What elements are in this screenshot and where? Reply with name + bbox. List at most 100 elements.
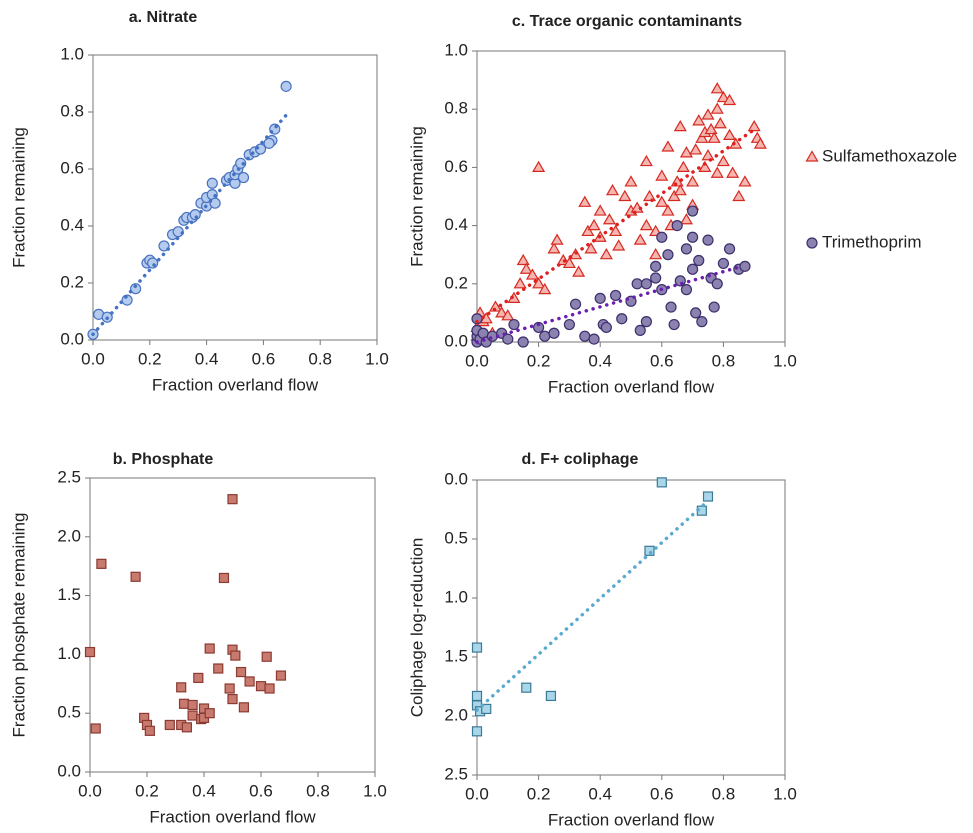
point (668, 318, 680, 331)
point (599, 248, 613, 260)
y-tick-label: 0.5 (444, 528, 468, 547)
point (717, 257, 730, 270)
point (631, 278, 643, 290)
trend-line (475, 501, 707, 712)
point (238, 702, 249, 713)
point (547, 242, 561, 254)
point (633, 233, 647, 245)
point (710, 102, 724, 114)
x-tick-label: 0.8 (306, 781, 330, 800)
point (471, 726, 483, 737)
point (230, 650, 241, 661)
x-tick-label: 0.0 (81, 349, 105, 368)
point (650, 272, 662, 284)
x-axis-label: Fraction overland flow (149, 807, 316, 826)
point (525, 268, 539, 280)
point (538, 282, 552, 295)
point (704, 122, 718, 135)
point (711, 278, 723, 290)
y-tick-label: 1.0 (444, 40, 468, 59)
point (563, 318, 576, 331)
point (280, 80, 292, 92)
point (609, 289, 622, 302)
point (696, 316, 708, 328)
point (723, 243, 736, 255)
point (639, 218, 653, 231)
point (716, 154, 730, 167)
y-tick-label: 0.0 (57, 761, 81, 780)
point (693, 254, 705, 267)
point (667, 189, 681, 202)
point (676, 160, 690, 172)
point (578, 195, 592, 207)
chart-title: d. F+ coliphage (522, 451, 639, 468)
point (521, 682, 532, 693)
point (713, 117, 727, 129)
point (662, 249, 674, 261)
point (471, 690, 483, 702)
point (686, 263, 699, 275)
x-tick-label: 0.4 (588, 351, 612, 370)
x-tick-label: 0.2 (527, 784, 551, 803)
point (562, 256, 576, 269)
point (178, 698, 190, 709)
point (193, 672, 204, 684)
legend-marker (806, 237, 818, 249)
x-tick-label: 0.6 (650, 784, 674, 803)
point (671, 220, 683, 232)
point (665, 301, 677, 313)
point (508, 318, 520, 331)
y-tick-label: 1.5 (57, 585, 81, 604)
legend-label: Trimethoprim (822, 232, 922, 251)
y-tick-label: 0.4 (60, 215, 84, 234)
point (96, 558, 107, 569)
point (624, 175, 638, 187)
point (550, 233, 564, 245)
point (618, 189, 632, 202)
point (739, 260, 751, 272)
point (695, 131, 709, 143)
point (264, 683, 275, 694)
point (716, 90, 730, 103)
point (640, 278, 653, 290)
point (579, 330, 591, 342)
point (495, 306, 509, 318)
point (261, 651, 272, 662)
point (707, 131, 721, 143)
point (642, 189, 657, 202)
plot-frame (476, 479, 786, 776)
point (516, 253, 530, 266)
point (519, 262, 533, 274)
y-tick-label: 0.0 (444, 469, 468, 488)
point (130, 283, 142, 295)
point (747, 119, 761, 132)
point (644, 545, 655, 556)
y-axis-label: Fraction phosphate remaining (9, 513, 28, 738)
point (692, 114, 706, 126)
point (581, 224, 595, 237)
point (702, 491, 714, 502)
point (181, 722, 192, 733)
x-axis-label: Fraction overland flow (152, 375, 319, 394)
x-tick-label: 0.4 (192, 781, 216, 800)
point (605, 183, 620, 196)
point (502, 333, 514, 345)
x-tick-label: 0.0 (78, 781, 102, 800)
chart-title: b. Phosphate (113, 451, 214, 468)
point (471, 642, 483, 653)
y-tick-label: 0.8 (60, 101, 84, 120)
point (147, 257, 159, 269)
trend-line (91, 110, 291, 337)
point (255, 681, 267, 692)
point (701, 108, 715, 120)
point (532, 160, 546, 172)
point (701, 149, 715, 161)
y-tick-label: 2.5 (444, 764, 468, 783)
point (686, 205, 699, 217)
point (689, 143, 703, 155)
point (84, 646, 96, 658)
point (710, 166, 724, 178)
point (674, 275, 686, 287)
y-tick-label: 2.0 (444, 705, 468, 724)
